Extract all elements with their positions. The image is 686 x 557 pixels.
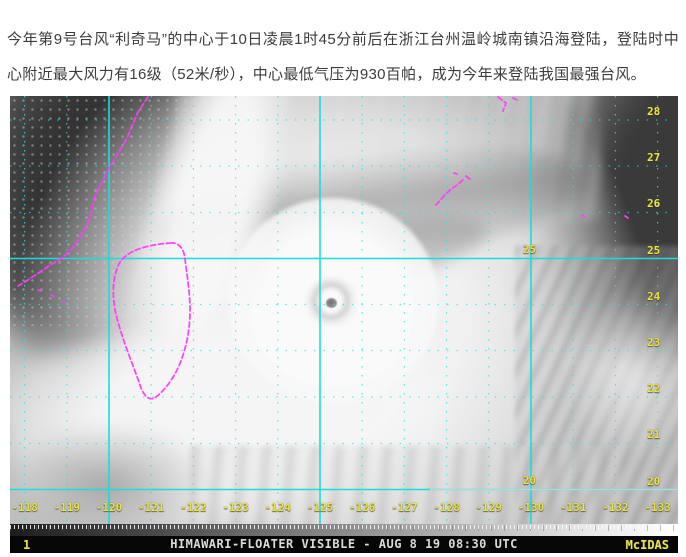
latitude-label-meridian: 25 bbox=[522, 243, 536, 256]
latitude-label: 23 bbox=[647, 336, 661, 349]
latitude-label: 22 bbox=[647, 382, 661, 396]
longitude-label: -131 bbox=[559, 501, 587, 514]
caption-text: HIMAWARI-FLOATER VISIBLE - AUG 8 19 08:3… bbox=[170, 537, 518, 551]
longitude-label: -123 bbox=[222, 501, 249, 514]
longitude-label: -120 bbox=[95, 501, 123, 514]
longitude-label: -119 bbox=[53, 501, 81, 514]
latitude-label: 20 bbox=[647, 474, 661, 488]
longitude-label: -126 bbox=[348, 501, 376, 514]
latitude-label: 24 bbox=[647, 289, 661, 303]
mcidas-watermark: McIDAS bbox=[625, 538, 669, 552]
latitude-label: 25 bbox=[647, 243, 661, 257]
satellite-image: -118 -119 -120 -121 -122 -123 -124 -125 -126 -127… bbox=[10, 96, 678, 553]
latitude-label: 26 bbox=[647, 197, 661, 211]
frame-number: 1 bbox=[23, 538, 31, 552]
longitude-label: -118 bbox=[11, 501, 38, 514]
cloud-bright-right-mid bbox=[565, 296, 678, 456]
taiwan-outline bbox=[112, 242, 191, 400]
longitude-label: -133 bbox=[644, 501, 671, 514]
amami-island bbox=[497, 96, 518, 112]
typhoon-eye bbox=[326, 298, 337, 308]
longitude-label: -130 bbox=[517, 501, 545, 514]
china-coastline bbox=[17, 96, 149, 287]
latitude-label: 21 bbox=[647, 428, 661, 442]
coastlines bbox=[17, 96, 629, 400]
longitude-label: -125 bbox=[306, 501, 334, 514]
china-coast-islets bbox=[37, 289, 66, 303]
grayscale-calibration-bar bbox=[10, 524, 678, 536]
dotted-latitude-lines bbox=[10, 119, 672, 445]
caption-bar: 1 HIMAWARI-FLOATER VISIBLE - AUG 8 19 08… bbox=[10, 536, 678, 553]
longitude-label: -128 bbox=[433, 501, 460, 514]
longitude-label: -132 bbox=[602, 501, 629, 514]
grid-overlay bbox=[10, 96, 678, 537]
latitude-label: 28 bbox=[647, 105, 661, 118]
okinawa-island bbox=[435, 172, 472, 206]
longitude-label: -122 bbox=[180, 501, 207, 514]
longitude-label: -127 bbox=[391, 501, 418, 514]
latitude-label: 27 bbox=[647, 151, 661, 165]
latitude-label-meridian: 20 bbox=[522, 474, 536, 487]
small-islets bbox=[581, 214, 629, 219]
dotted-longitude-lines bbox=[24, 96, 659, 526]
article-text: 今年第9号台风“利奇马”的中心于10日凌晨1时45分前后在浙江台州温岭城南镇沿海… bbox=[7, 31, 679, 83]
solid-grid-lines bbox=[10, 96, 678, 537]
longitude-label: -129 bbox=[475, 501, 503, 514]
longitude-label: -121 bbox=[137, 501, 165, 514]
longitude-label: -124 bbox=[264, 501, 292, 514]
